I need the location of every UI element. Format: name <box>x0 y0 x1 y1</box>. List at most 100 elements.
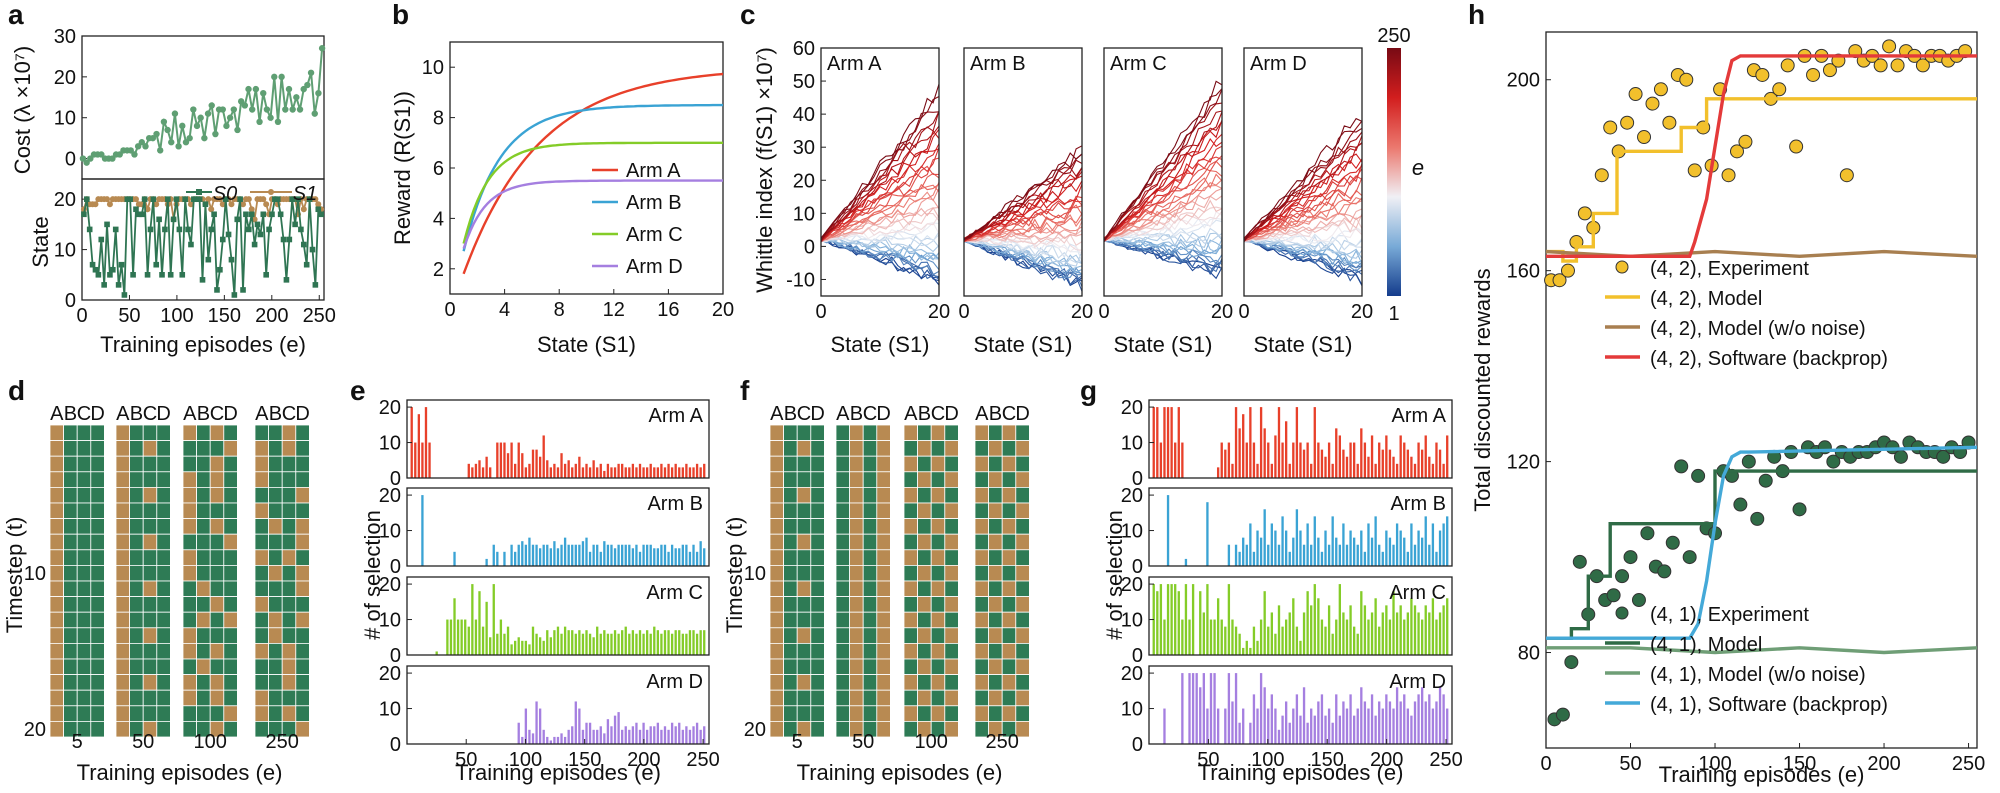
state-S1-point <box>312 196 319 203</box>
rewards-experiment-point <box>1645 96 1660 111</box>
selection-bar <box>1388 701 1392 744</box>
heatmap-cell <box>1001 643 1017 660</box>
selection-bar <box>588 633 592 655</box>
selection-bar <box>510 544 513 566</box>
selection-bar <box>681 467 684 478</box>
heatmap-cell <box>129 424 144 442</box>
selection-bar <box>506 626 510 655</box>
heatmap-cell <box>1015 658 1030 676</box>
heatmap-cell <box>1001 549 1017 566</box>
selection-bar <box>1299 442 1302 478</box>
state-S0-point <box>237 196 243 202</box>
selection-bar <box>499 442 503 478</box>
heatmap-cell <box>49 471 65 488</box>
whittle-line <box>1103 160 1223 242</box>
selection-bar <box>1424 516 1427 566</box>
rewards-experiment-point <box>1882 39 1897 54</box>
selection-bar <box>631 630 635 655</box>
selection-bar <box>1292 598 1295 655</box>
heatmap-cell <box>295 471 310 488</box>
cost-point <box>267 114 274 121</box>
selection-bar <box>1252 694 1256 744</box>
heatmap-cell <box>115 565 131 582</box>
panel-letter-e: e <box>350 375 366 406</box>
selection-bar <box>1242 708 1245 744</box>
panel-b-legend-label: Arm B <box>626 192 682 214</box>
heatmap-cell <box>156 611 171 629</box>
heatmap-cell <box>988 440 1003 457</box>
heatmap-cell <box>90 721 105 738</box>
heatmap-column-letter: C <box>797 403 811 425</box>
selection-bar <box>1395 463 1399 478</box>
heatmap-cell <box>796 533 812 551</box>
cost-point <box>241 102 249 109</box>
selection-bar <box>692 544 695 566</box>
selection-bar <box>656 467 660 478</box>
heatmap-cell <box>810 689 825 707</box>
panel-c-y-tick-label: 50 <box>793 71 815 93</box>
panel-h-legend-label: (4, 2), Software (backprop) <box>1650 348 1888 370</box>
heatmap-cell <box>156 721 171 738</box>
selection-bar <box>1442 694 1445 744</box>
selection-bar <box>1378 442 1381 478</box>
panel-bar-y-tick-label: 10 <box>379 521 401 543</box>
selection-bar <box>546 736 549 744</box>
state-S0-point <box>95 271 102 278</box>
selection-bar <box>1446 598 1449 655</box>
selection-bar <box>1310 544 1313 566</box>
selection-bar <box>599 726 602 744</box>
selection-bar <box>628 729 631 744</box>
selection-bar <box>1317 701 1320 744</box>
state-S1-point <box>92 201 99 208</box>
selection-bar <box>521 541 524 566</box>
heatmap-cell <box>1015 533 1030 551</box>
panel-h-y-tick-label: 120 <box>1507 452 1540 474</box>
selection-bar <box>1202 612 1205 655</box>
heatmap-cell <box>63 565 78 582</box>
selection-bar <box>514 463 517 478</box>
cost-point <box>300 85 307 93</box>
rewards-experiment-point <box>1772 82 1787 97</box>
selection-bar <box>1252 442 1256 478</box>
panel-c-arm-label: Arm A <box>827 53 882 75</box>
heatmap-cell <box>268 689 283 707</box>
selection-bar <box>1170 407 1173 478</box>
panel-letter-b: b <box>392 0 409 30</box>
selection-bar <box>635 633 638 655</box>
selection-bar <box>1327 605 1331 655</box>
whittle-line <box>1243 177 1363 242</box>
selection-bar <box>574 633 577 655</box>
heatmap-cell <box>129 643 144 660</box>
heatmap-cell <box>223 721 238 738</box>
state-S1-point <box>144 206 151 213</box>
heatmap-cell <box>903 424 919 442</box>
state-S0-point <box>133 206 139 213</box>
heatmap-cell <box>1001 471 1017 488</box>
heatmap-cell <box>129 471 144 488</box>
selection-bar <box>1166 407 1170 478</box>
heatmap-cell <box>796 705 812 722</box>
selection-bar <box>1345 708 1349 744</box>
heatmap-cell <box>268 580 283 598</box>
state-S0-point <box>292 221 298 228</box>
selection-bar <box>1295 407 1299 478</box>
selection-bar <box>1438 530 1442 566</box>
selection-bar <box>649 633 652 655</box>
whittle-line <box>1103 111 1223 241</box>
panel-bar-frame <box>1148 576 1453 656</box>
selection-bar <box>571 630 574 655</box>
heatmap-cell <box>281 486 297 504</box>
selection-bar <box>674 548 677 566</box>
heatmap-cell <box>1001 580 1017 598</box>
selection-bar <box>588 551 592 566</box>
selection-bar <box>446 619 449 655</box>
selection-bar <box>1345 544 1349 566</box>
reward-curve-Arm C <box>462 141 723 244</box>
selection-bar <box>670 633 674 655</box>
heatmap-cell <box>142 674 158 691</box>
heatmap-cell <box>49 455 65 473</box>
state-S0-point <box>222 196 229 202</box>
heatmap-cell <box>930 518 946 535</box>
panel-h-legend-label: (4, 2), Experiment <box>1650 258 1809 280</box>
panel-h-x-tick-label: 100 <box>1698 753 1731 775</box>
